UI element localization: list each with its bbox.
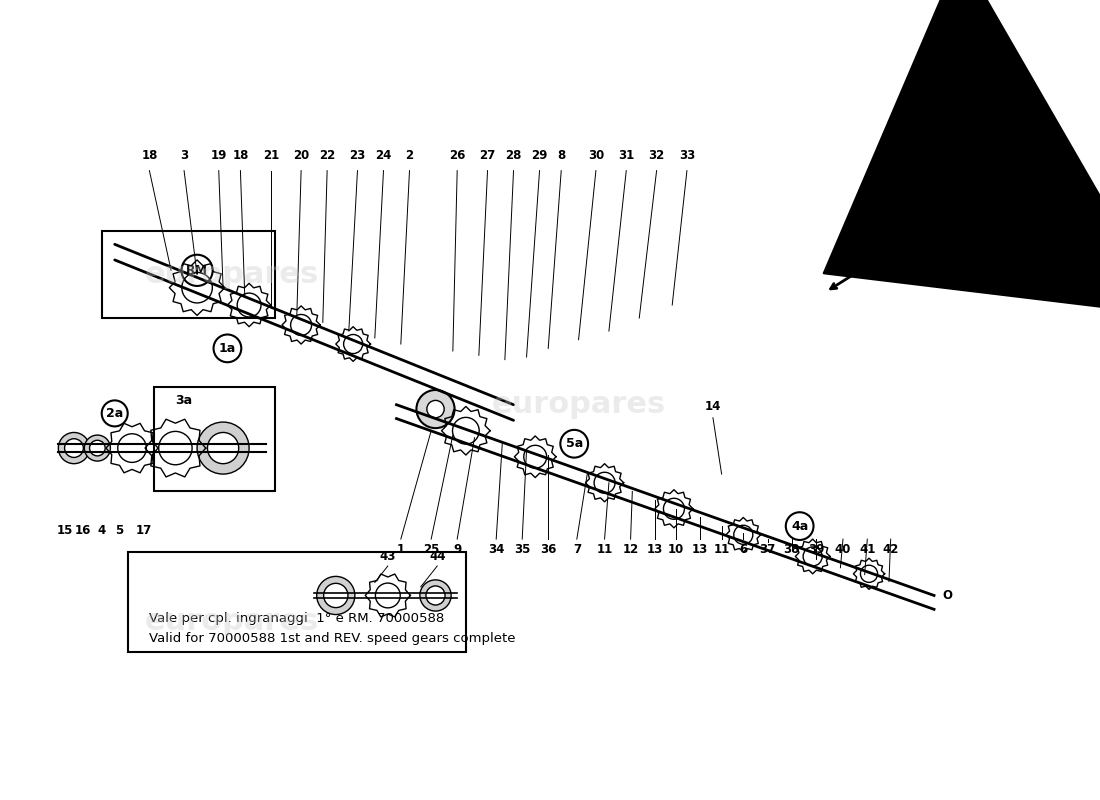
- Text: 36: 36: [540, 543, 557, 557]
- Text: europares: europares: [144, 607, 319, 636]
- Text: 43: 43: [379, 550, 396, 562]
- Circle shape: [85, 435, 110, 461]
- Circle shape: [420, 580, 451, 611]
- Text: 7: 7: [573, 543, 581, 557]
- Circle shape: [323, 583, 348, 608]
- Text: 11: 11: [596, 543, 613, 557]
- Circle shape: [524, 446, 547, 468]
- Text: europares: europares: [492, 390, 666, 419]
- Text: 40: 40: [835, 543, 851, 557]
- Text: 9: 9: [453, 543, 461, 557]
- Circle shape: [58, 433, 89, 464]
- Bar: [154, 387, 275, 491]
- Text: 4: 4: [98, 523, 106, 537]
- Text: 39: 39: [807, 543, 824, 557]
- Text: 2: 2: [406, 149, 414, 162]
- Text: Vale per cpl. ingranaggi  1° e RM. 70000588: Vale per cpl. ingranaggi 1° e RM. 700005…: [150, 612, 444, 626]
- Text: 2a: 2a: [106, 407, 123, 420]
- Text: 17: 17: [135, 523, 152, 537]
- Text: 28: 28: [505, 149, 521, 162]
- Text: 3: 3: [180, 149, 188, 162]
- Text: 11: 11: [714, 543, 729, 557]
- Text: 32: 32: [649, 149, 664, 162]
- Circle shape: [197, 422, 249, 474]
- Circle shape: [89, 440, 106, 456]
- Text: 33: 33: [679, 149, 695, 162]
- Text: 14: 14: [705, 400, 722, 414]
- Text: 13: 13: [692, 543, 708, 557]
- Text: 22: 22: [319, 149, 336, 162]
- Text: 18: 18: [232, 149, 249, 162]
- Text: 30: 30: [587, 149, 604, 162]
- Circle shape: [158, 431, 192, 465]
- Text: 20: 20: [293, 149, 309, 162]
- Circle shape: [594, 472, 615, 494]
- Circle shape: [417, 390, 454, 428]
- Text: 3a: 3a: [176, 394, 192, 407]
- Text: 29: 29: [531, 149, 548, 162]
- Text: 34: 34: [488, 543, 505, 557]
- Circle shape: [426, 586, 446, 605]
- Text: 23: 23: [350, 149, 365, 162]
- Text: 44: 44: [429, 550, 446, 562]
- Circle shape: [427, 400, 444, 418]
- Circle shape: [238, 293, 261, 317]
- Text: 6: 6: [739, 543, 747, 557]
- Text: Valid for 70000588 1st and REV. speed gears complete: Valid for 70000588 1st and REV. speed ge…: [150, 632, 516, 646]
- Text: RM: RM: [186, 264, 208, 277]
- Text: 25: 25: [424, 543, 439, 557]
- Text: 19: 19: [210, 149, 227, 162]
- Circle shape: [734, 526, 752, 544]
- Text: 31: 31: [618, 149, 635, 162]
- Circle shape: [375, 583, 400, 608]
- Bar: [128, 552, 466, 652]
- Bar: [101, 231, 275, 318]
- Text: 24: 24: [375, 149, 392, 162]
- Text: 15: 15: [57, 523, 74, 537]
- Text: 13: 13: [647, 543, 663, 557]
- Text: 35: 35: [514, 543, 530, 557]
- Circle shape: [663, 498, 684, 519]
- Circle shape: [65, 438, 84, 458]
- Text: 8: 8: [557, 149, 565, 162]
- Text: 26: 26: [449, 149, 465, 162]
- Text: 1a: 1a: [219, 342, 236, 355]
- Circle shape: [452, 418, 480, 444]
- Circle shape: [208, 433, 239, 464]
- Text: 37: 37: [759, 543, 775, 557]
- Text: 4a: 4a: [791, 520, 808, 533]
- Text: 41: 41: [859, 543, 876, 557]
- Text: 18: 18: [141, 149, 157, 162]
- Circle shape: [803, 547, 822, 566]
- Text: 12: 12: [623, 543, 639, 557]
- Circle shape: [317, 576, 355, 614]
- Text: 21: 21: [263, 149, 279, 162]
- Text: 16: 16: [75, 523, 91, 537]
- Text: 5a: 5a: [565, 438, 583, 450]
- Text: europares: europares: [144, 260, 319, 289]
- Text: 10: 10: [668, 543, 684, 557]
- Text: 42: 42: [882, 543, 899, 557]
- Circle shape: [290, 314, 311, 335]
- Text: 38: 38: [783, 543, 800, 557]
- Circle shape: [860, 566, 878, 582]
- Text: O: O: [943, 589, 953, 602]
- Text: 1: 1: [397, 543, 405, 557]
- Text: 5: 5: [114, 523, 123, 537]
- Circle shape: [118, 434, 146, 462]
- Text: 27: 27: [480, 149, 496, 162]
- Circle shape: [343, 334, 363, 354]
- Circle shape: [182, 273, 212, 303]
